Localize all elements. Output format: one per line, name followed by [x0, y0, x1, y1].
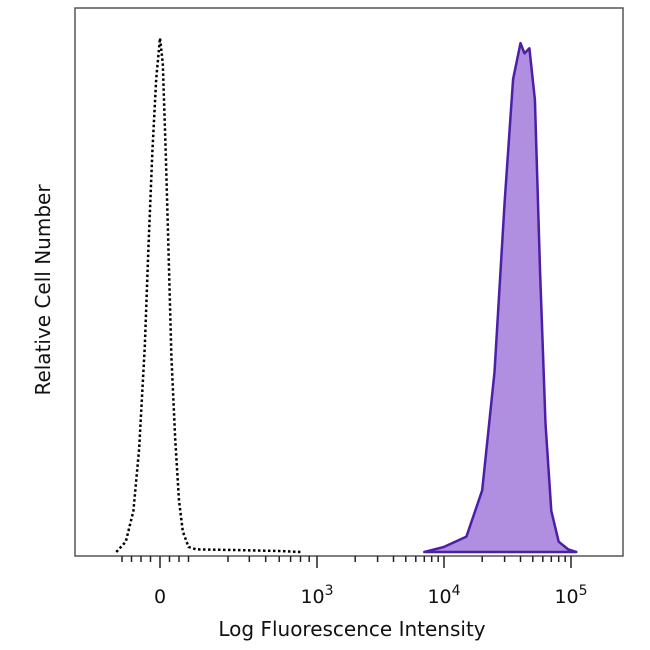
x-tick-label: 103 — [300, 583, 333, 608]
x-axis: 0 103 104 105 — [121, 556, 588, 608]
y-axis-label: Relative Cell Number — [31, 184, 55, 396]
x-tick-label: 0 — [154, 586, 166, 608]
plot-frame — [74, 7, 624, 557]
series-layer — [115, 37, 578, 554]
x-tick-label: 104 — [427, 583, 460, 608]
x-tick-label: 105 — [554, 583, 587, 608]
x-axis-label: Log Fluorescence Intensity — [218, 617, 485, 641]
isotype-control-histogram — [115, 37, 301, 554]
stained-sample-histogram — [423, 41, 578, 554]
